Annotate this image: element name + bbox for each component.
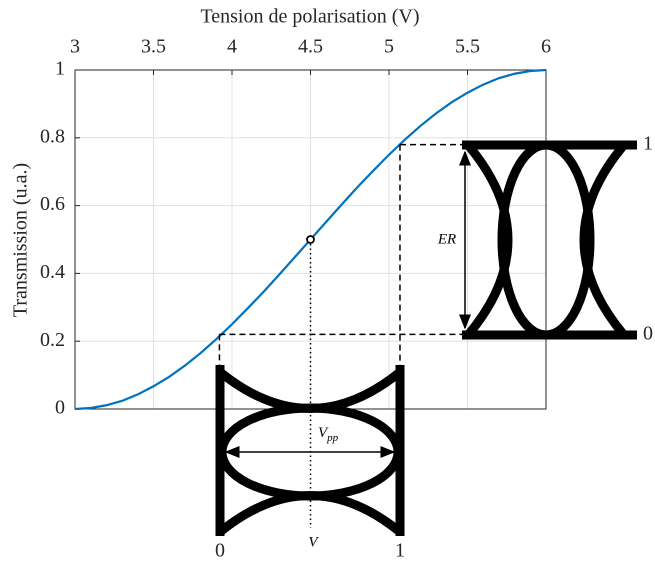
- y-tick-label: 0.6: [40, 193, 65, 215]
- out-high-label: 1: [643, 133, 653, 155]
- x-tick-label: 3.5: [141, 36, 166, 58]
- vpp-sub: pp: [326, 432, 339, 444]
- x-tick-label: 5.5: [455, 36, 480, 58]
- y-tick-label: 0.2: [40, 329, 65, 351]
- y-tick-label: 0: [55, 397, 65, 419]
- x-tick-label: 5: [384, 36, 394, 58]
- bias-label: V: [308, 534, 319, 550]
- x-tick-label: 4.5: [298, 36, 323, 58]
- output-eye: [462, 140, 637, 340]
- vpp-label: Vpp: [318, 425, 339, 443]
- x-tick-label: 3: [70, 36, 80, 58]
- x-tick-label: 4: [227, 36, 237, 58]
- vpp-main: V: [318, 425, 329, 441]
- operating-point: [306, 235, 315, 244]
- in-low-label: 0: [215, 540, 225, 562]
- y-tick-label: 0.4: [40, 261, 65, 283]
- y-axis-label: Transmission (u.a.): [10, 163, 32, 317]
- out-low-label: 0: [643, 323, 653, 345]
- y-tick-label: 1: [55, 58, 65, 80]
- input-eye: [215, 365, 405, 536]
- x-axis-label: Tension de polarisation (V): [200, 6, 419, 28]
- er-label: ER: [437, 231, 456, 247]
- x-tick-label: 6: [541, 36, 551, 58]
- low-guide: [218, 333, 462, 365]
- high-guide: [399, 143, 462, 365]
- in-high-label: 1: [395, 540, 405, 562]
- y-tick-label: 0.8: [40, 125, 65, 147]
